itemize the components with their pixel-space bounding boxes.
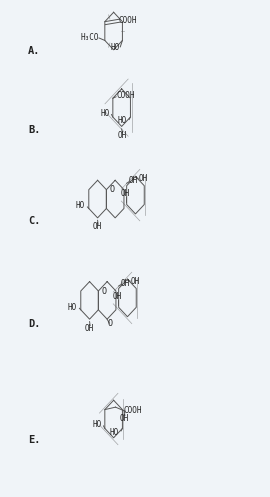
Text: OH: OH: [85, 324, 94, 332]
Text: HO: HO: [100, 108, 109, 118]
Text: OH: OH: [121, 279, 130, 288]
Text: HO: HO: [110, 428, 119, 437]
Text: C.: C.: [28, 216, 40, 226]
Text: HO: HO: [118, 116, 127, 125]
Text: COOH: COOH: [118, 16, 137, 25]
Text: O: O: [102, 286, 107, 296]
Text: OH: OH: [129, 176, 138, 185]
Text: OH: OH: [113, 292, 122, 301]
Text: OH: OH: [119, 414, 129, 423]
Text: OH: OH: [121, 189, 130, 198]
Text: COOH: COOH: [124, 406, 142, 415]
Text: H₃CO: H₃CO: [81, 33, 99, 42]
Text: O: O: [110, 185, 115, 194]
Text: OH: OH: [118, 131, 127, 140]
Text: COOH: COOH: [116, 91, 135, 100]
Text: B.: B.: [28, 125, 40, 135]
Text: D.: D.: [28, 319, 40, 329]
Text: HO: HO: [92, 420, 102, 429]
Text: E.: E.: [28, 435, 40, 445]
Text: HO: HO: [76, 201, 85, 211]
Text: OH: OH: [138, 174, 148, 183]
Text: OH: OH: [130, 277, 140, 286]
Text: A.: A.: [28, 46, 40, 56]
Text: O: O: [108, 319, 113, 328]
Text: OH: OH: [93, 222, 102, 231]
Text: HO: HO: [68, 303, 77, 312]
Text: HO: HO: [110, 43, 120, 52]
